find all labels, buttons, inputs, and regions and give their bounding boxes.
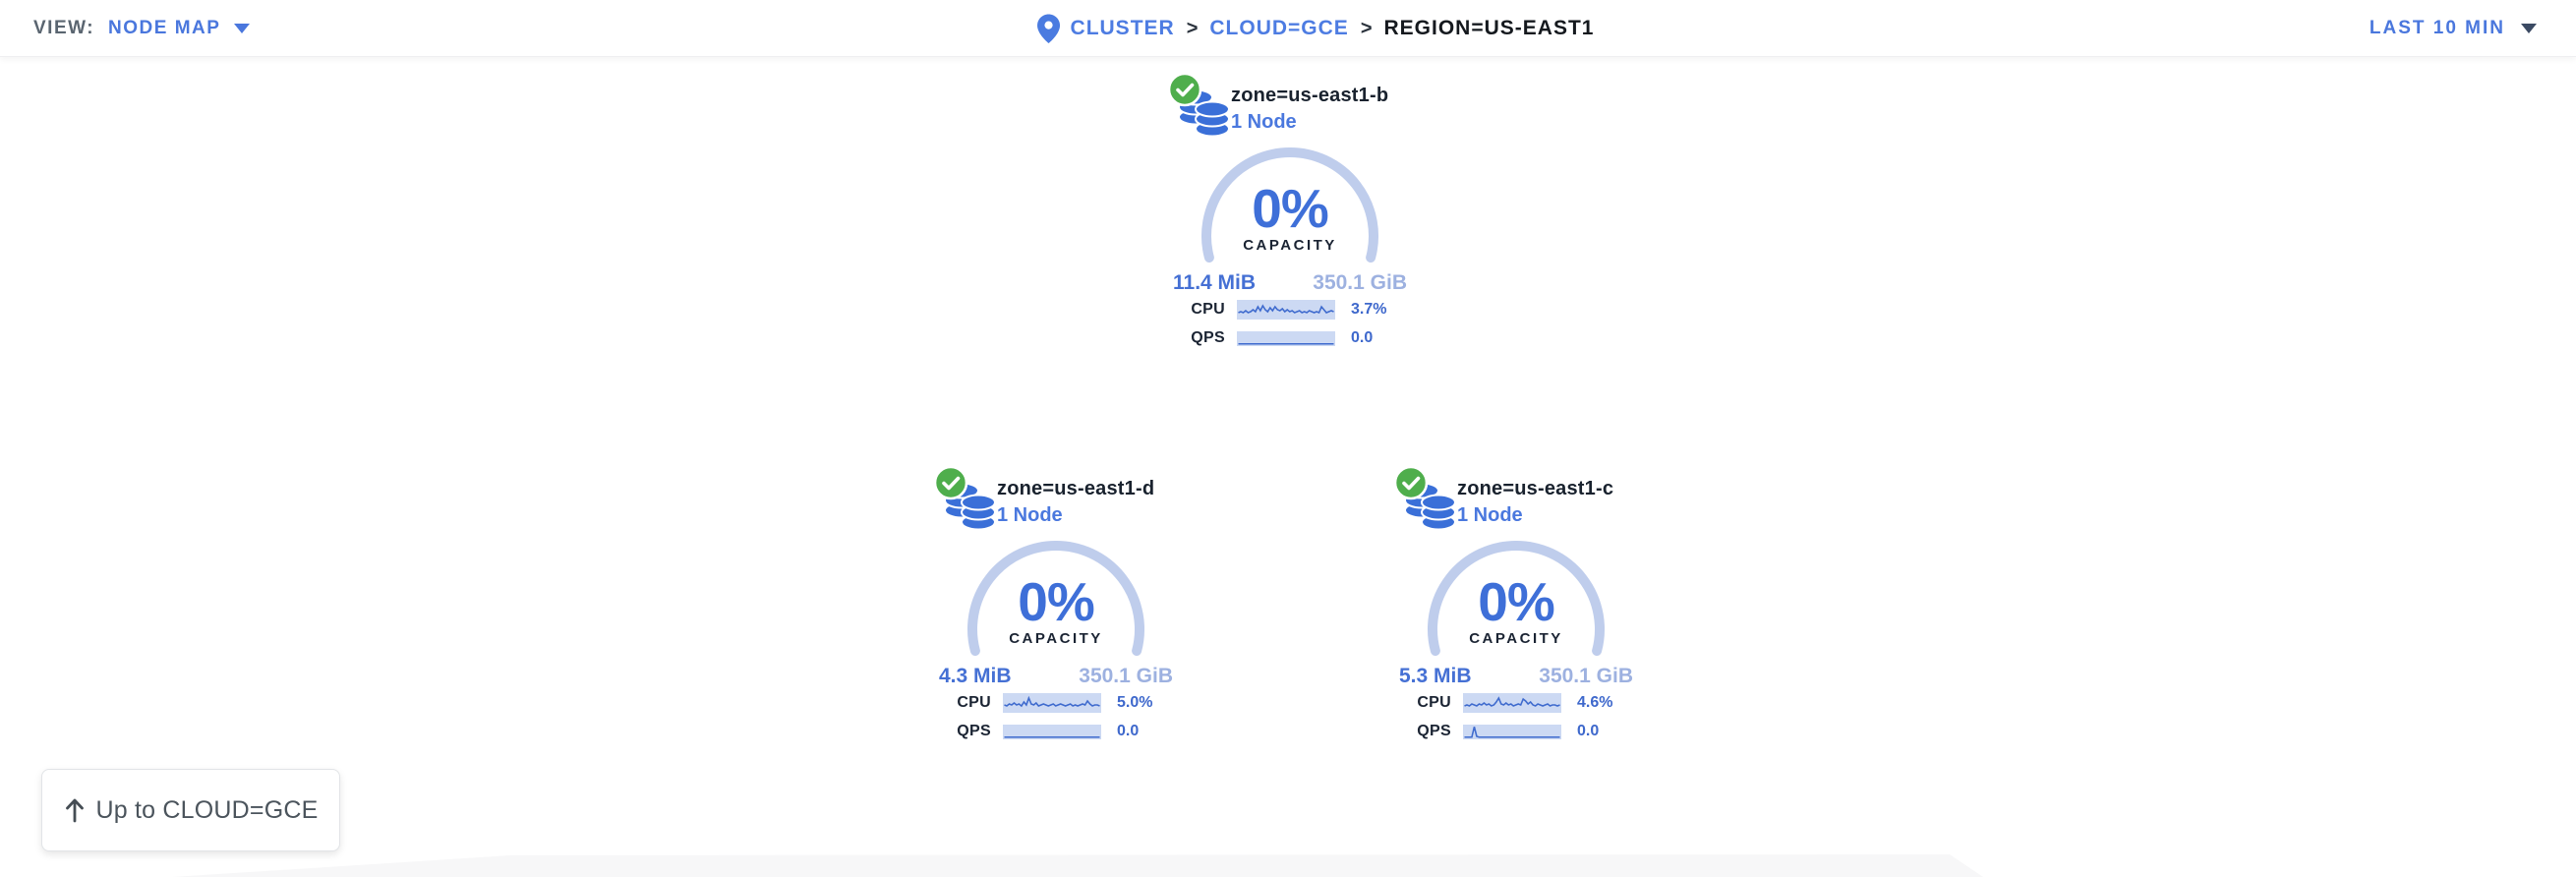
- time-range-value: LAST 10 MIN: [2369, 17, 2505, 38]
- cpu-value: 5.0%: [1117, 694, 1153, 711]
- qps-sparkline: [1237, 330, 1335, 346]
- capacity-used: 11.4 MiB: [1173, 271, 1257, 294]
- breadcrumb-cluster-link[interactable]: CLUSTER: [1070, 17, 1175, 39]
- qps-value: 0.0: [1577, 723, 1600, 739]
- qps-metric-row: QPS 0.0: [928, 723, 1184, 740]
- top-bar: VIEW: NODE MAP CLUSTER > CLOUD=GCE > REG…: [0, 0, 2576, 57]
- up-button-label: Up to CLOUD=GCE: [95, 795, 319, 824]
- capacity-arc-icon: [967, 541, 1144, 656]
- arrow-up-icon: [65, 798, 84, 823]
- cpu-metric-row: CPU 5.0%: [928, 693, 1184, 713]
- capacity-percent: 0%: [1478, 571, 1555, 632]
- breadcrumb-separator: >: [1186, 17, 1199, 39]
- capacity-values: 11.4 MiB 350.1 GiB: [1173, 271, 1407, 295]
- capacity-used: 5.3 MiB: [1399, 665, 1472, 687]
- cpu-metric-row: CPU 4.6%: [1388, 693, 1644, 713]
- healthy-check-icon: [1167, 72, 1202, 107]
- cpu-value: 3.7%: [1351, 301, 1387, 318]
- database-stack-icon: [1178, 88, 1230, 138]
- healthy-check-icon: [1393, 465, 1429, 500]
- cpu-sparkline: [1003, 693, 1101, 713]
- cpu-label: CPU: [957, 694, 991, 711]
- qps-label: QPS: [957, 723, 991, 739]
- qps-metric-row: QPS 0.0: [1162, 329, 1418, 347]
- cpu-sparkline: [1463, 693, 1561, 713]
- chevron-down-icon: [2521, 23, 2537, 33]
- cpu-value: 4.6%: [1577, 694, 1613, 711]
- capacity-arc-icon: [1201, 147, 1378, 263]
- capacity-total: 350.1 GiB: [1079, 665, 1173, 687]
- capacity-gauge: 0% CAPACITY: [1423, 539, 1610, 665]
- qps-sparkline: [1463, 724, 1561, 739]
- breadcrumb-separator: >: [1360, 17, 1373, 39]
- cpu-metric-row: CPU 3.7%: [1162, 300, 1418, 320]
- zone-card-us-east1-d[interactable]: zone=us-east1-d 1 Node 0% CAPACITY 4.3 M…: [928, 458, 1184, 745]
- location-pin-icon: [1037, 14, 1061, 43]
- zone-node-count: 1 Node: [997, 504, 1063, 526]
- view-label: VIEW:: [33, 17, 95, 38]
- capacity-gauge: 0% CAPACITY: [1197, 146, 1383, 271]
- capacity-label: CAPACITY: [1009, 630, 1103, 647]
- breadcrumb-current-region: REGION=US-EAST1: [1383, 17, 1595, 39]
- capacity-total: 350.1 GiB: [1539, 665, 1633, 687]
- qps-sparkline: [1003, 724, 1101, 739]
- zone-card-header: zone=us-east1-b 1 Node: [1231, 85, 1388, 134]
- qps-value: 0.0: [1117, 723, 1140, 739]
- capacity-gauge: 0% CAPACITY: [963, 539, 1149, 665]
- time-range-dropdown[interactable]: LAST 10 MIN: [2370, 18, 2537, 39]
- map-land-shape: [172, 853, 1983, 877]
- capacity-label: CAPACITY: [1243, 237, 1337, 254]
- view-selector-dropdown[interactable]: VIEW: NODE MAP: [33, 17, 251, 39]
- zone-card-us-east1-b[interactable]: zone=us-east1-b 1 Node 0% CAPACITY 11.4 …: [1162, 65, 1418, 352]
- capacity-used: 4.3 MiB: [939, 665, 1012, 687]
- qps-label: QPS: [1417, 723, 1451, 739]
- up-to-cloud-button[interactable]: Up to CLOUD=GCE: [41, 769, 340, 851]
- zone-card-us-east1-c[interactable]: zone=us-east1-c 1 Node 0% CAPACITY 5.3 M…: [1388, 458, 1644, 745]
- zone-name: zone=us-east1-c: [1457, 478, 1614, 499]
- breadcrumb-cloud-link[interactable]: CLOUD=GCE: [1209, 17, 1349, 39]
- zone-card-header: zone=us-east1-c 1 Node: [1457, 478, 1613, 527]
- capacity-percent: 0%: [1018, 571, 1095, 632]
- qps-label: QPS: [1191, 329, 1225, 346]
- capacity-values: 4.3 MiB 350.1 GiB: [939, 665, 1173, 688]
- view-selected-value: NODE MAP: [108, 17, 221, 38]
- qps-metric-row: QPS 0.0: [1388, 723, 1644, 740]
- cpu-label: CPU: [1417, 694, 1451, 711]
- qps-value: 0.0: [1351, 329, 1374, 346]
- capacity-label: CAPACITY: [1469, 630, 1563, 647]
- capacity-percent: 0%: [1252, 178, 1329, 239]
- zone-card-header: zone=us-east1-d 1 Node: [997, 478, 1154, 527]
- healthy-check-icon: [933, 465, 968, 500]
- zone-node-count: 1 Node: [1457, 504, 1523, 526]
- breadcrumb: CLUSTER > CLOUD=GCE > REGION=US-EAST1: [1037, 0, 1595, 57]
- cpu-sparkline: [1237, 300, 1335, 320]
- cpu-label: CPU: [1191, 301, 1225, 318]
- capacity-arc-icon: [1428, 541, 1605, 656]
- capacity-total: 350.1 GiB: [1313, 271, 1407, 294]
- capacity-values: 5.3 MiB 350.1 GiB: [1399, 665, 1633, 688]
- zone-node-count: 1 Node: [1231, 111, 1297, 133]
- zone-name: zone=us-east1-d: [997, 478, 1155, 499]
- zone-name: zone=us-east1-b: [1231, 85, 1389, 106]
- chevron-down-icon: [234, 23, 251, 33]
